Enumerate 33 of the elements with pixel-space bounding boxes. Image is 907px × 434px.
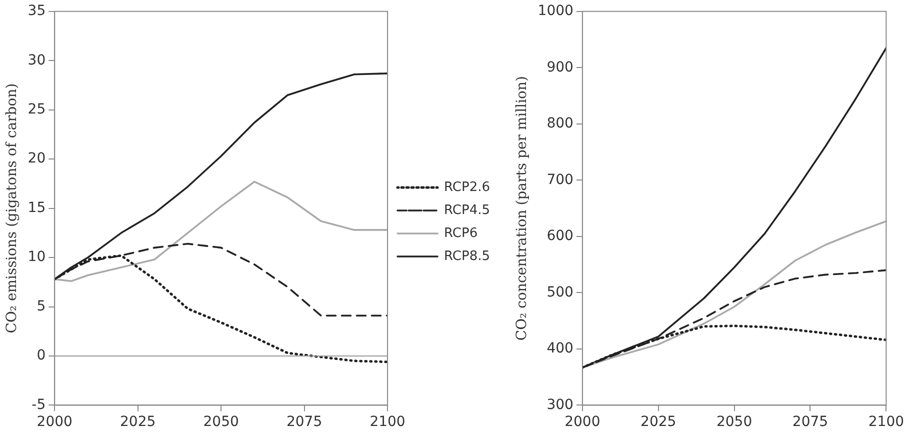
y-tick-label: 1000 — [538, 3, 574, 20]
x-tick-label: 2050 — [203, 414, 239, 430]
y-tick-label: 800 — [546, 116, 574, 132]
y-tick-label: 35 — [28, 3, 46, 20]
y-tick-label: 0 — [36, 348, 46, 364]
x-tick-label: 2025 — [640, 414, 676, 430]
y-tick-label: 500 — [546, 284, 574, 300]
legend-label: RCP4.5 — [444, 202, 490, 218]
y-tick-label: 700 — [546, 172, 574, 188]
legend-label: RCP2.6 — [444, 180, 490, 195]
x-tick-label: 2100 — [868, 414, 904, 430]
y-axis-title: CO₂ emissions (gigatons of carbon) — [4, 83, 20, 334]
y-tick-label: -5 — [32, 396, 46, 413]
y-tick-label: 300 — [546, 396, 574, 413]
y-tick-label: 400 — [546, 340, 574, 357]
x-tick-label: 2075 — [286, 414, 322, 430]
y-tick-label: 5 — [36, 298, 46, 314]
x-tick-label: 2100 — [370, 414, 406, 430]
y-tick-label: 20 — [28, 150, 46, 167]
y-tick-label: 15 — [28, 200, 46, 216]
y-tick-label: 10 — [28, 249, 46, 266]
legend-label: RCP6 — [444, 226, 478, 241]
x-tick-label: 2000 — [564, 414, 600, 430]
y-tick-label: 600 — [546, 228, 574, 244]
y-axis-title: CO₂ concentration (parts per million) — [514, 76, 530, 341]
y-tick-label: 25 — [28, 101, 46, 118]
x-tick-label: 2000 — [36, 414, 72, 430]
x-tick-label: 2075 — [792, 414, 828, 430]
x-tick-label: 2025 — [120, 414, 156, 430]
y-tick-label: 900 — [546, 59, 574, 76]
x-tick-label: 2050 — [716, 414, 752, 430]
legend-label: RCP8.5 — [444, 248, 490, 264]
y-tick-label: 30 — [28, 52, 46, 68]
